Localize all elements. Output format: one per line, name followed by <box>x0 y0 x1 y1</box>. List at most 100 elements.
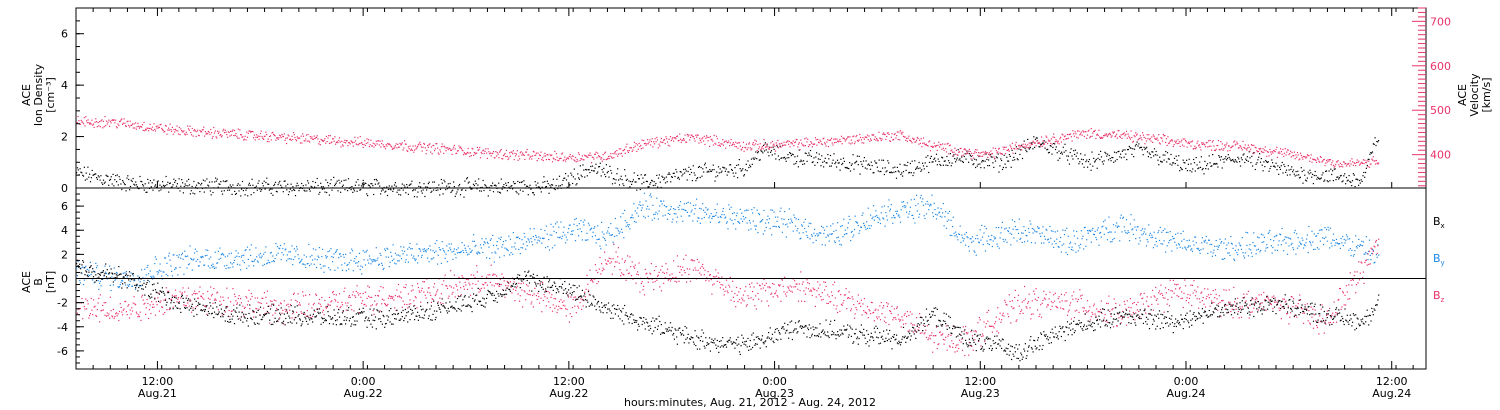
density-series-point <box>713 169 715 171</box>
density-series-point <box>1159 156 1161 158</box>
velocity-series-point <box>750 149 752 151</box>
velocity-series-point <box>758 146 761 148</box>
by-series-point <box>210 264 213 266</box>
by-series-point <box>1014 221 1016 223</box>
by-series-point <box>132 275 134 277</box>
velocity-series-point <box>585 155 587 157</box>
velocity-series-point <box>748 142 751 144</box>
density-series-point <box>1140 146 1142 148</box>
velocity-series-point <box>244 135 246 137</box>
density-series-point <box>531 187 533 189</box>
velocity-series-point <box>742 146 744 149</box>
density-series-point <box>862 165 864 168</box>
density-series-point <box>945 164 947 166</box>
density-series-point <box>1147 156 1149 158</box>
density-series-point <box>1244 161 1246 164</box>
density-series-point <box>77 169 79 171</box>
bz-series-point <box>143 303 145 305</box>
density-series-point <box>746 170 748 172</box>
density-series-point <box>679 171 681 173</box>
density-series-point <box>973 163 975 165</box>
density-series-point <box>139 175 141 178</box>
density-series-point <box>660 186 662 189</box>
density-series-point <box>974 158 976 160</box>
density-series-point <box>417 191 419 193</box>
velocity-series-point <box>1260 147 1262 149</box>
velocity-series-point <box>802 144 804 146</box>
velocity-series-point <box>935 144 938 147</box>
velocity-series-point <box>753 144 755 146</box>
density-series-point <box>287 183 289 185</box>
density-series-point <box>485 185 487 187</box>
by-series-point <box>1240 245 1242 247</box>
density-series-point <box>684 172 686 174</box>
bz-series-point <box>122 314 124 316</box>
velocity-series-point <box>1299 152 1302 154</box>
by-series-point <box>1049 225 1051 228</box>
velocity-series-point <box>754 139 756 141</box>
velocity-series-point <box>1012 152 1014 154</box>
density-series-point <box>1270 165 1272 167</box>
velocity-series-point <box>528 158 531 160</box>
density-series-point <box>257 182 259 184</box>
density-series-point <box>157 180 159 182</box>
bz-series-point <box>99 294 101 296</box>
density-series-point <box>266 177 268 179</box>
by-series-point <box>900 209 902 211</box>
velocity-series-point <box>1352 161 1354 163</box>
velocity-series-point <box>454 148 456 150</box>
velocity-series-point <box>1122 133 1125 135</box>
density-series-point <box>747 160 749 162</box>
density-series-point <box>517 180 519 183</box>
density-series-point <box>184 183 186 185</box>
velocity-series-point <box>1349 165 1351 167</box>
velocity-series-point <box>1319 156 1321 158</box>
by-series-point <box>1190 249 1192 251</box>
velocity-series-point <box>777 139 779 142</box>
by-series-point <box>98 288 100 290</box>
density-series-point <box>577 173 579 175</box>
by-series-point <box>988 235 990 237</box>
by-series-point <box>872 216 874 218</box>
by-series-point <box>614 217 616 220</box>
velocity-series-point <box>776 144 778 146</box>
by-series-point <box>115 271 118 274</box>
density-series-point <box>172 184 174 186</box>
velocity-series-point <box>384 148 387 150</box>
density-series-point <box>998 171 1000 173</box>
density-series-point <box>681 175 683 177</box>
by-series-point <box>276 245 278 248</box>
density-series-point <box>1000 158 1002 160</box>
bz-series-point <box>140 319 142 321</box>
by-series-point <box>649 195 651 197</box>
velocity-series-point <box>1335 163 1337 165</box>
density-series-point <box>467 182 469 184</box>
density-series-point <box>142 184 144 186</box>
by-series-point <box>611 234 613 236</box>
density-series-point <box>340 180 343 182</box>
velocity-series-point <box>1244 147 1246 149</box>
by-series-point <box>1206 242 1208 244</box>
velocity-series-point <box>340 146 342 148</box>
velocity-series-point <box>915 141 917 143</box>
by-series-point <box>473 234 475 236</box>
density-series-point <box>1310 172 1312 174</box>
by-series-point <box>1081 238 1083 240</box>
density-series-point <box>441 182 443 184</box>
by-series-point <box>1257 248 1259 250</box>
density-series-point <box>366 193 368 195</box>
by-series-point <box>184 255 186 257</box>
density-series-point <box>1347 179 1349 181</box>
density-series-point <box>955 159 958 161</box>
density-series-point <box>1123 156 1125 158</box>
bz-series-point <box>113 317 115 319</box>
velocity-series-point <box>979 152 981 154</box>
velocity-series-point <box>423 143 426 145</box>
by-series-point <box>1314 248 1316 250</box>
density-series-point <box>902 171 905 173</box>
by-series-point <box>577 228 579 230</box>
density-series-point <box>386 194 389 197</box>
density-series-point <box>370 183 372 185</box>
by-series-point <box>264 251 266 253</box>
